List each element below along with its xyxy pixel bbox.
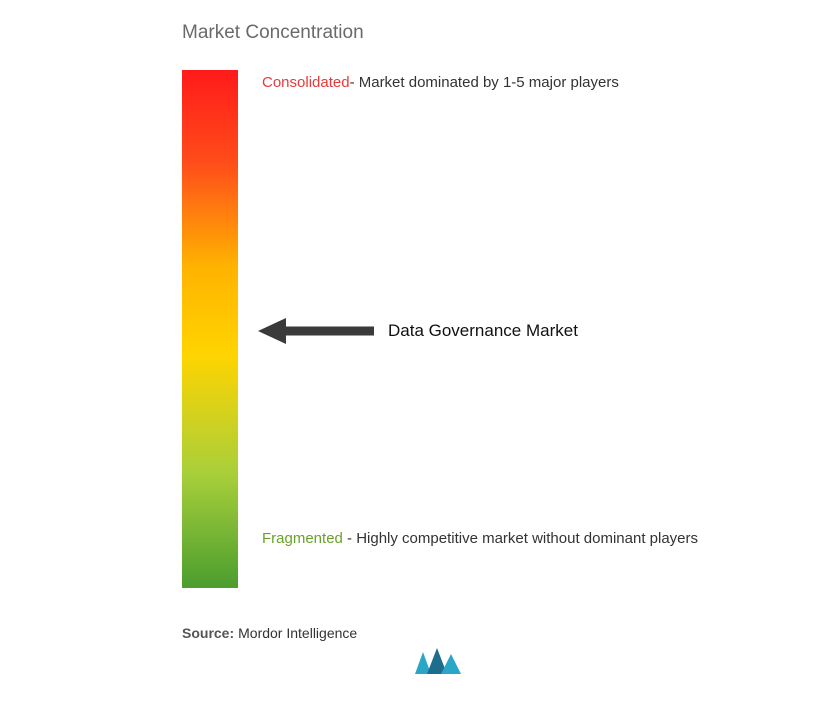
consolidated-desc: - Market dominated by 1-5 major players [350,74,619,91]
source-row: Source:Mordor Intelligence [182,625,357,641]
consolidated-label: Consolidated- Market dominated by 1-5 ma… [262,72,619,94]
fragmented-desc: - Highly competitive market without domi… [343,530,698,547]
arrow-left-icon [258,316,374,346]
marker-label: Data Governance Market [388,321,578,341]
consolidated-term: Consolidated [262,74,350,91]
arrow-shape [258,318,374,344]
page-title: Market Concentration [182,22,364,44]
source-label: Source: [182,625,234,641]
mordor-logo-icon [413,648,467,676]
source-value: Mordor Intelligence [238,625,357,641]
fragmented-label: Fragmented - Highly competitive market w… [262,524,762,554]
concentration-gradient-bar [182,70,238,588]
fragmented-term: Fragmented [262,530,343,547]
marker-row: Data Governance Market [258,316,578,346]
